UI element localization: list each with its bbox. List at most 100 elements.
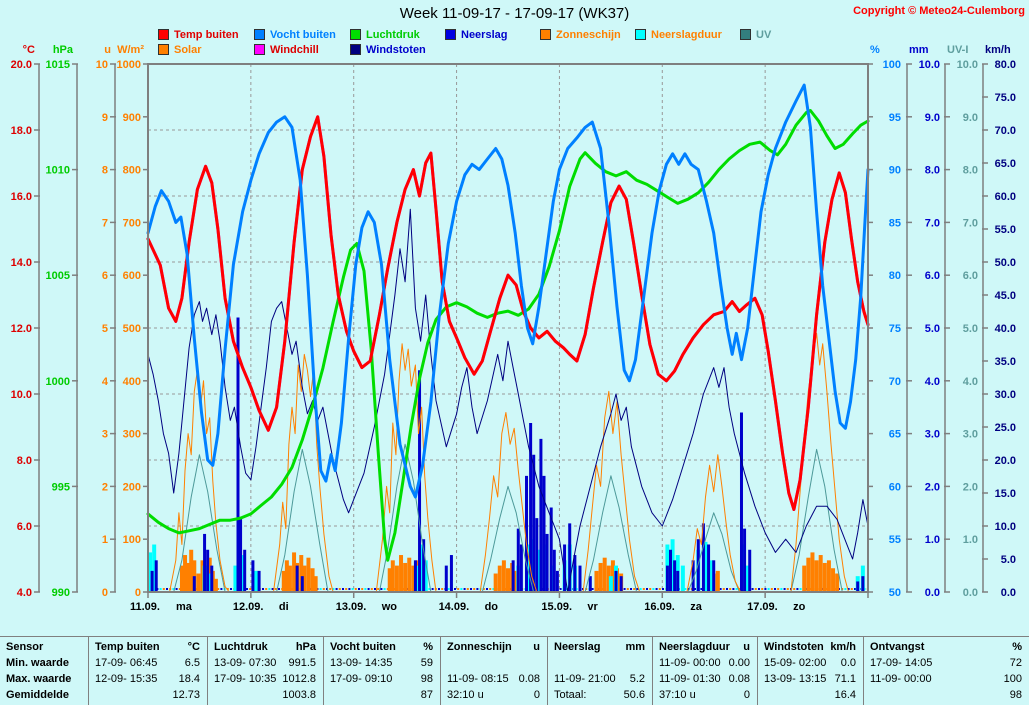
stats-max-neerslagduur-value: 0.08 [728, 673, 750, 685]
stats-header-luchtdruk-label: Luchtdruk [214, 641, 268, 653]
stats-max-neerslag: 11-09- 21:00 5.2 [554, 671, 645, 687]
baseline-activity-dot [162, 588, 165, 590]
baseline-activity-dot [646, 588, 648, 590]
baseline-activity-dot [342, 588, 344, 590]
row-label-3: Gemiddelde [6, 687, 81, 703]
axis-tick-label: 6.0 [963, 270, 978, 282]
axis-tick-label: 20.0 [11, 59, 32, 71]
axis-tick-label: 10.0 [957, 59, 978, 71]
axis-tick-label: 1 [102, 534, 108, 546]
axis-tick-label: 35.0 [995, 356, 1016, 368]
stats-max-vocht-buiten-value: 98 [420, 673, 433, 685]
baseline-activity-dot [457, 588, 460, 590]
baseline-activity-dot [447, 588, 450, 590]
row-label-2: Max. waarde [6, 671, 81, 687]
stats-avg-vocht-buiten: 87 [330, 687, 433, 703]
stats-avg-neerslagduur-label: 37:10 u [659, 689, 696, 701]
baseline-activity-dot [319, 588, 322, 590]
stats-max-temp-buiten-label: 12-09- 15:35 [95, 673, 158, 685]
stats-avg-windstoten-value: 16.4 [834, 689, 856, 701]
axis-tick-label: 8.0 [17, 455, 32, 467]
stats-header-neerslagduur: Neerslagduur u [659, 639, 750, 655]
axis-tick-label: 3 [102, 429, 108, 441]
stats-header-temp-buiten-value: °C [187, 641, 200, 653]
baseline-activity-dot [374, 588, 376, 590]
axis-tick-label: 10 [96, 59, 108, 71]
axis-tick-label: 2 [102, 481, 108, 493]
legend-item-solar: Solar [158, 42, 254, 57]
stats-avg-zonneschijn-label: 32:10 u [447, 689, 484, 701]
legend-item-temp-buiten: Temp buiten [158, 27, 254, 42]
legend-swatch-icon [158, 29, 169, 40]
stats-min-luchtdruk: 13-09- 07:30 991.5 [214, 655, 316, 671]
axis-tick-label: ma [176, 601, 193, 613]
baseline-activity-dot [630, 588, 632, 590]
baseline-activity-dot [591, 588, 594, 590]
stats-max-windstoten-label: 13-09- 13:15 [764, 673, 827, 685]
axis-tick-label: 80.0 [995, 59, 1016, 71]
axis-tick-label: °C [23, 44, 35, 56]
baseline-activity-dot [246, 588, 248, 590]
legend-label: Windchill [270, 43, 319, 56]
baseline-activity-dot [761, 588, 764, 590]
baseline-activity-dot [854, 588, 856, 590]
axis-tick-label: 1010 [46, 165, 70, 177]
axis-tick-label: 4.0 [925, 376, 940, 388]
stats-header-windstoten-value: km/h [830, 641, 856, 653]
baseline-activity-dot [380, 588, 383, 590]
baseline-activity-dot [774, 588, 776, 590]
axis-tick-label: hPa [53, 44, 74, 56]
axis-tick-label: 10.0 [11, 389, 32, 401]
axis-tick-label: zo [793, 601, 806, 613]
stats-header-ontvangst-value: % [1012, 641, 1022, 653]
axis-tick-label: 25.0 [995, 422, 1016, 434]
row-label-0-label: Sensor [6, 641, 44, 653]
stats-min-vocht-buiten-value: 59 [420, 657, 433, 669]
stats-max-temp-buiten-value: 18.4 [178, 673, 200, 685]
legend-swatch-icon [540, 29, 551, 40]
axis-tick-label: 0 [102, 587, 108, 599]
stats-min-windstoten: 15-09- 02:00 0.0 [764, 655, 856, 671]
axis-tick-label: 300 [123, 429, 141, 441]
axis-tick-label: 17.09. [747, 601, 778, 613]
axis-tick-label: 700 [123, 217, 141, 229]
baseline-activity-dot [722, 588, 725, 590]
baseline-activity-dot [780, 588, 783, 590]
axis-tick-label: 55 [889, 534, 901, 546]
stats-header-ontvangst-label: Ontvangst [870, 641, 925, 653]
legend-label: UV [756, 28, 772, 41]
axis-tick-label: 85 [889, 217, 901, 229]
stats-header-zonneschijn-label: Zonneschijn [447, 641, 512, 653]
axis-tick-label: 3.0 [925, 429, 940, 441]
axis-tick-label: 1.0 [925, 534, 940, 546]
baseline-activity-dot [265, 588, 268, 590]
baseline-activity-dot [786, 588, 789, 590]
stats-col-windstoten: Windstoten km/h 15-09- 02:00 0.0 13-09- 13:1… [757, 637, 863, 705]
axis-tick-label: 75.0 [995, 92, 1016, 104]
axis-tick-label: 18.0 [11, 125, 32, 137]
axis-tick-label: W/m² [117, 44, 144, 56]
legend-swatch-icon [635, 29, 646, 40]
stats-min-temp-buiten-label: 17-09- 06:45 [95, 657, 158, 669]
baseline-activity-dot [217, 588, 220, 590]
axis-tick-label: 800 [123, 165, 141, 177]
baseline-activity-dot [329, 588, 332, 590]
baseline-activity-dot [335, 588, 338, 590]
baseline-activity-dot [732, 588, 735, 590]
axis-tick-label: 40.0 [995, 323, 1016, 335]
baseline-activity-dot [361, 588, 364, 590]
legend-item-windchill: Windchill [254, 42, 350, 57]
axis-tick-label: 9 [102, 112, 108, 124]
axis-tick-label: 200 [123, 481, 141, 493]
baseline-activity-dot [642, 588, 645, 590]
stats-max-temp-buiten: 12-09- 15:35 18.4 [95, 671, 200, 687]
axis-tick-label: 4 [102, 376, 109, 388]
baseline-activity-dot [178, 588, 181, 590]
baseline-activity-dot [783, 588, 786, 590]
axis-tick-label: 90 [889, 165, 901, 177]
stats-max-neerslag-label: 11-09- 21:00 [554, 673, 616, 685]
chart-plot: 4.06.08.010.012.014.016.018.020.0°C99099… [11, 44, 1016, 613]
stats-max-ontvangst-value: 100 [1003, 673, 1022, 685]
legend-label: Vocht buiten [270, 28, 336, 41]
